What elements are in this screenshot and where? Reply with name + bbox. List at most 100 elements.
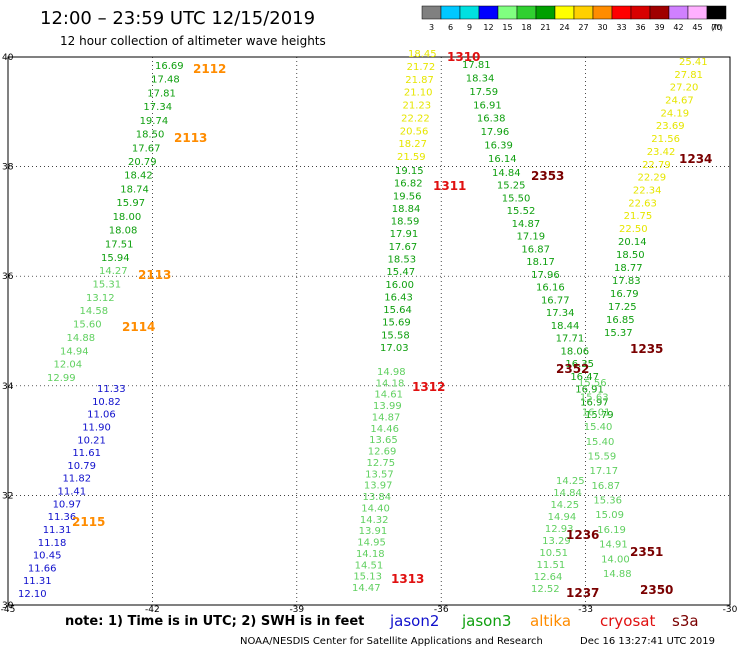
wave-height-value: 14.95 <box>357 538 386 549</box>
legend-entry-cryosat: cryosat <box>600 612 655 630</box>
wave-height-value: 16.43 <box>384 292 413 303</box>
scale-label: 39 <box>654 23 664 32</box>
scale-swatch <box>668 5 689 20</box>
wave-height-value: 15.58 <box>381 330 410 341</box>
wave-height-value: 21.10 <box>404 88 433 99</box>
wave-height-value: 15.69 <box>382 318 411 329</box>
footer-note: note: 1) Time is in UTC; 2) SWH is in fe… <box>65 614 364 629</box>
scale-unit: (ft) <box>711 23 723 32</box>
wave-height-value: 22.29 <box>637 173 666 184</box>
wave-height-value: 10.82 <box>92 397 121 408</box>
wave-height-value: 16.00 <box>385 280 414 291</box>
wave-height-value: 17.96 <box>531 270 560 281</box>
wave-height-value: 17.17 <box>590 466 619 477</box>
wave-height-value: 11.51 <box>537 560 566 571</box>
wave-height-value: 13.84 <box>363 492 392 503</box>
wave-height-value: 14.18 <box>356 549 385 560</box>
wave-height-value: 14.84 <box>553 488 582 499</box>
wave-height-value: 14.91 <box>599 540 628 551</box>
wave-height-value: 16.14 <box>488 154 517 165</box>
wave-height-value: 14.40 <box>361 503 390 514</box>
wave-height-value: 22.50 <box>619 224 648 235</box>
legend-entry-jason3: jason3 <box>461 612 511 630</box>
pass-time-label: 1237 <box>566 586 599 600</box>
scale-label: 15 <box>502 23 512 32</box>
wave-height-value: 17.71 <box>556 334 585 345</box>
wave-height-value: 22.34 <box>633 185 662 196</box>
scale-swatch <box>459 5 480 20</box>
wave-height-value: 18.50 <box>616 250 645 261</box>
pass-time-label: 1236 <box>566 528 599 542</box>
scale-swatch <box>611 5 632 20</box>
wave-height-value: 15.09 <box>595 510 624 521</box>
wave-height-value: 18.34 <box>466 73 495 84</box>
pass-time-label: 2114 <box>122 320 155 334</box>
wave-height-value: 16.77 <box>541 295 570 306</box>
wave-height-value: 14.88 <box>603 569 632 580</box>
chart-subtitle: 12 hour collection of altimeter wave hei… <box>60 34 326 48</box>
pass-time-label: 2113 <box>174 131 207 145</box>
wave-height-value: 18.59 <box>391 217 420 228</box>
wave-height-value: 13.91 <box>359 526 388 537</box>
wave-height-value: 17.51 <box>105 239 134 250</box>
wave-height-value: 10.51 <box>539 548 568 559</box>
pass-time-label: 2113 <box>138 268 171 282</box>
wave-height-value: 23.69 <box>656 121 685 132</box>
pass-time-label: 1310 <box>447 50 480 64</box>
wave-height-value: 14.84 <box>492 168 521 179</box>
wave-height-value: 11.61 <box>72 448 101 459</box>
wave-height-value: 15.63 <box>580 393 609 404</box>
pass-time-label: 1234 <box>679 152 712 166</box>
scale-label: 36 <box>635 23 645 32</box>
x-tick-label: -39 <box>289 605 304 615</box>
wave-height-value: 16.87 <box>521 244 550 255</box>
wave-height-value: 15.94 <box>101 253 130 264</box>
wave-height-value: 20.14 <box>618 237 647 248</box>
wave-height-value: 14.98 <box>377 367 406 378</box>
wave-height-value: 21.75 <box>624 211 653 222</box>
plot-frame <box>7 56 731 606</box>
wave-height-value: 15.31 <box>93 279 122 290</box>
scale-label: 9 <box>467 23 472 32</box>
wave-height-value: 15.50 <box>502 193 531 204</box>
wave-height-value: 12.52 <box>531 584 560 595</box>
grid-lines <box>8 57 730 605</box>
scale-swatch <box>573 5 594 20</box>
wave-height-value: 23.42 <box>647 147 676 158</box>
x-tick-label: -33 <box>578 605 593 615</box>
scale-label: 24 <box>559 23 569 32</box>
wave-height-value: 18.00 <box>113 212 142 223</box>
wave-height-value: 12.64 <box>534 572 563 583</box>
pass-time-label: 2115 <box>72 515 105 529</box>
wave-height-value: 24.19 <box>661 108 690 119</box>
scale-swatch <box>421 5 442 20</box>
wave-height-value: 15.40 <box>584 422 613 433</box>
y-tick-label: 40 <box>2 53 14 63</box>
wave-height-value: 16.39 <box>484 141 513 152</box>
pass-time-label: 2351 <box>630 545 663 559</box>
wave-height-value: 11.06 <box>87 410 116 421</box>
pass-time-labels: 2112 2113 2113 2114 2115 1310 1311 1312 1313 2353… <box>72 50 712 600</box>
wave-height-value: 14.58 <box>80 306 109 317</box>
wave-height-value: 15.64 <box>383 305 412 316</box>
wave-height-value: 16.38 <box>477 114 506 125</box>
wave-height-value: 17.81 <box>147 88 176 99</box>
wave-height-value: 15.60 <box>73 320 102 331</box>
x-tick-label: -42 <box>145 605 160 615</box>
wave-height-value: 13.29 <box>542 536 571 547</box>
scale-swatch <box>706 5 727 20</box>
wave-height-value: 18.50 <box>136 130 165 141</box>
scale-swatch <box>630 5 651 20</box>
wave-height-value: 17.81 <box>462 60 491 71</box>
wave-height-value: 14.94 <box>548 512 577 523</box>
wave-height-value: 16.19 <box>597 525 626 536</box>
wave-height-value: 18.45 <box>408 49 437 60</box>
wave-height-value: 14.88 <box>67 333 96 344</box>
wave-height-value: 14.32 <box>360 515 389 526</box>
wave-height-value: 18.27 <box>398 139 427 150</box>
y-tick-label: 34 <box>2 382 14 392</box>
pass-time-label: 1235 <box>630 342 663 356</box>
wave-height-value: 16.91 <box>473 100 502 111</box>
wave-height-value: 14.27 <box>99 266 128 277</box>
wave-height-value: 17.34 <box>546 308 575 319</box>
